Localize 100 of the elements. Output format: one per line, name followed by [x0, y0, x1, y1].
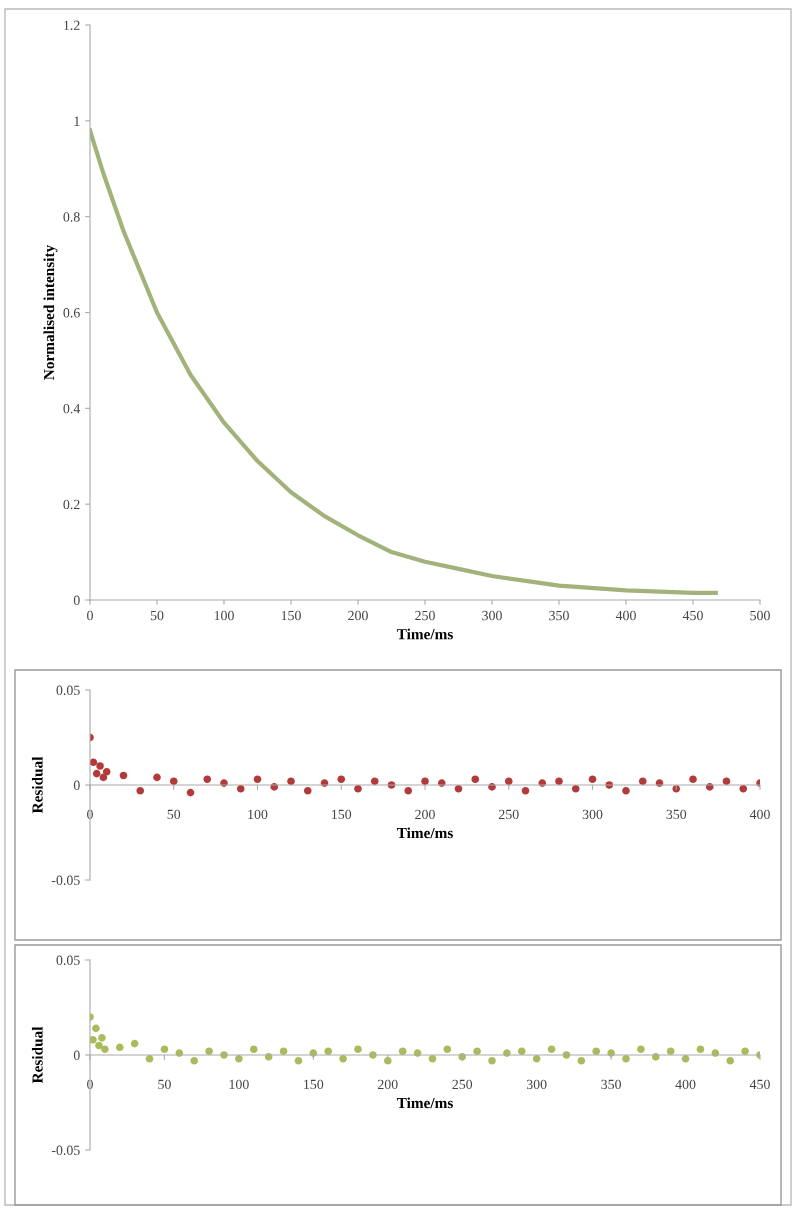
x-tick-label: 150	[332, 809, 352, 820]
y-tick-label: -0.05	[51, 875, 80, 886]
point	[95, 1041, 103, 1050]
y-tick-label: -0.05	[51, 1145, 80, 1156]
y-tick-label: 0	[73, 780, 80, 790]
point	[488, 1056, 496, 1065]
x-tick-label: 250	[415, 610, 435, 621]
x-tick-label: 250	[498, 809, 519, 820]
point	[119, 771, 128, 780]
point	[96, 762, 104, 770]
point	[622, 786, 630, 795]
x-tick-label: 350	[601, 1079, 621, 1090]
point	[354, 1045, 362, 1054]
y-tick-label: 0	[73, 1050, 80, 1060]
x-axis-title: Time/ms	[396, 628, 453, 640]
y-axis-title: Residual	[31, 1026, 43, 1084]
x-tick-label: 400	[749, 809, 770, 820]
x-tick-label: 0	[87, 1079, 93, 1090]
point	[339, 1055, 347, 1063]
x-tick-label: 300	[482, 610, 502, 621]
line-series	[90, 128, 718, 595]
y-tick-label: 0.8	[63, 212, 80, 222]
y-tick-label: 0.05	[56, 955, 80, 966]
x-axis-title: Time/ms	[396, 827, 453, 839]
point	[92, 769, 101, 778]
x-tick-label: 0	[87, 610, 93, 621]
point	[294, 1056, 303, 1065]
point	[637, 1045, 645, 1054]
point	[287, 777, 295, 785]
y-tick-label: 0.05	[56, 685, 80, 696]
point	[443, 1045, 452, 1054]
x-tick-label: 50	[167, 809, 181, 820]
x-tick-label: 0	[87, 809, 93, 820]
x-tick-label: 50	[150, 610, 164, 621]
point	[205, 1047, 213, 1055]
y-tick-label: 0.6	[63, 308, 80, 318]
point	[517, 1047, 526, 1055]
x-tick-label: 100	[248, 809, 268, 820]
y-tick-label: 0	[73, 595, 80, 605]
x-axis-title: Time/ms	[396, 1097, 453, 1109]
point	[577, 1056, 586, 1065]
point	[303, 786, 312, 795]
x-tick-label: 400	[675, 1079, 696, 1090]
point	[404, 786, 413, 795]
point	[92, 1024, 100, 1033]
point	[473, 1047, 481, 1055]
point	[324, 1047, 333, 1055]
point	[421, 777, 429, 785]
point	[689, 775, 697, 784]
point	[160, 1045, 169, 1054]
y-axis-title: Normalised intensity	[43, 244, 58, 380]
x-tick-label: 500	[750, 610, 770, 621]
x-tick-label: 450	[749, 1079, 770, 1090]
point	[136, 786, 145, 795]
y-tick-label: 1	[74, 116, 80, 126]
x-tick-label: 200	[377, 1079, 398, 1090]
point	[741, 1047, 749, 1055]
y-axis-title: Residual	[31, 756, 43, 814]
point	[471, 775, 480, 784]
point	[521, 786, 530, 795]
y-tick-label: 1.2	[64, 20, 80, 31]
x-tick-label: 300	[582, 809, 603, 820]
point	[153, 773, 161, 782]
point	[102, 767, 111, 776]
x-tick-label: 200	[348, 610, 368, 621]
x-tick-label: 150	[304, 1079, 324, 1090]
point	[726, 1056, 735, 1065]
x-tick-label: 300	[526, 1079, 547, 1090]
x-tick-label: 200	[415, 809, 435, 820]
point	[547, 1045, 556, 1054]
point	[337, 775, 346, 784]
x-tick-label: 400	[615, 610, 636, 621]
point	[696, 1045, 705, 1054]
point	[99, 773, 108, 782]
point	[130, 1039, 139, 1048]
point	[555, 777, 563, 785]
point	[383, 1056, 392, 1065]
point	[592, 1047, 601, 1055]
x-tick-label: 250	[452, 1079, 473, 1090]
point	[249, 1045, 258, 1054]
point	[203, 775, 212, 784]
x-tick-label: 100	[214, 610, 234, 621]
x-tick-label: 100	[229, 1079, 249, 1090]
x-tick-label: 350	[549, 610, 569, 621]
point	[739, 785, 748, 793]
point	[186, 788, 195, 797]
x-tick-label: 150	[281, 610, 301, 621]
x-tick-label: 350	[666, 809, 687, 820]
y-tick-label: 0.2	[63, 499, 80, 510]
point	[622, 1055, 630, 1063]
y-tick-label: 0.4	[63, 403, 81, 414]
point	[101, 1045, 109, 1054]
point	[588, 775, 597, 784]
point	[253, 775, 262, 784]
point	[190, 1056, 199, 1065]
point	[115, 1043, 124, 1052]
point	[354, 785, 362, 793]
x-tick-label: 450	[682, 610, 703, 621]
point	[98, 1034, 106, 1042]
x-tick-label: 50	[158, 1079, 171, 1090]
